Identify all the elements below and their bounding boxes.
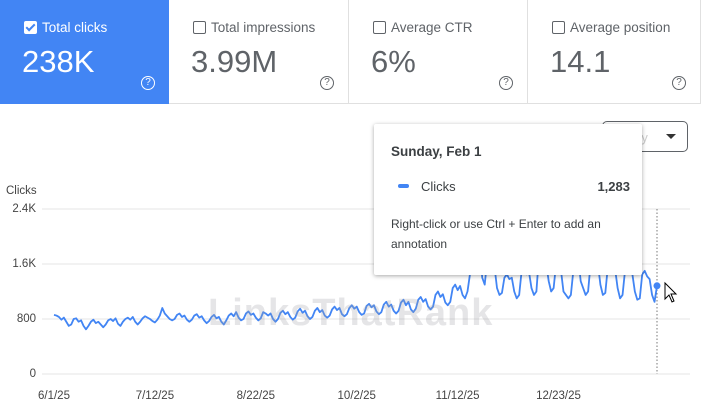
dropdown-arrow: [666, 134, 676, 144]
metric-value: 14.1: [550, 44, 611, 79]
metric-card[interactable]: Average CTR 6%?: [349, 0, 528, 104]
checkbox: [552, 21, 565, 34]
help-icon: ?: [320, 76, 334, 90]
metric-card[interactable]: Total impressions 3.99M?: [169, 0, 349, 104]
x-tick-label: 8/22/25: [237, 390, 275, 402]
watermark: LinksThatRank: [208, 292, 494, 334]
checkbox: [193, 21, 206, 34]
metric-value: 6%: [371, 44, 416, 79]
x-tick-label: 7/12/25: [136, 390, 174, 402]
cursor: [664, 281, 678, 303]
metric-label: Total impressions: [211, 20, 316, 35]
y-tick-label: 0: [30, 368, 36, 380]
help-icon: ?: [499, 76, 513, 90]
tooltip-note: Right-click or use Ctrl + Enter to add a…: [391, 217, 601, 251]
metric-label: Total clicks: [42, 20, 108, 35]
help-icon: ?: [672, 76, 686, 90]
y-axis-title: Clicks: [6, 185, 37, 197]
x-tick-label: 12/23/25: [536, 390, 581, 402]
tooltip-swatch: [398, 184, 409, 188]
checkbox: [24, 21, 37, 34]
tooltip-title: Sunday, Feb 1: [391, 144, 482, 159]
checkbox: [373, 21, 386, 34]
y-tick-label: 1.6K: [12, 258, 36, 270]
tooltip-series: Clicks: [421, 179, 456, 194]
metric-card[interactable]: Average position 14.1?: [528, 0, 701, 104]
y-tick-label: 800: [17, 313, 36, 325]
x-tick-label: 10/2/25: [338, 390, 376, 402]
metric-card[interactable]: Total clicks 238K?: [0, 0, 169, 104]
tooltip-value: 1,283: [597, 179, 630, 194]
metric-label: Average CTR: [391, 20, 473, 35]
tooltip: Sunday, Feb 1 Clicks 1,283 Right-click o…: [374, 124, 642, 275]
metric-value: 238K: [22, 44, 95, 79]
hover-point: [653, 282, 661, 290]
metric-value: 3.99M: [191, 44, 278, 79]
x-tick-label: 6/1/25: [38, 390, 70, 402]
metric-label: Average position: [570, 20, 671, 35]
help-icon: ?: [141, 76, 155, 90]
x-tick-label: 11/12/25: [436, 390, 480, 402]
y-tick-label: 2.4K: [12, 203, 36, 215]
